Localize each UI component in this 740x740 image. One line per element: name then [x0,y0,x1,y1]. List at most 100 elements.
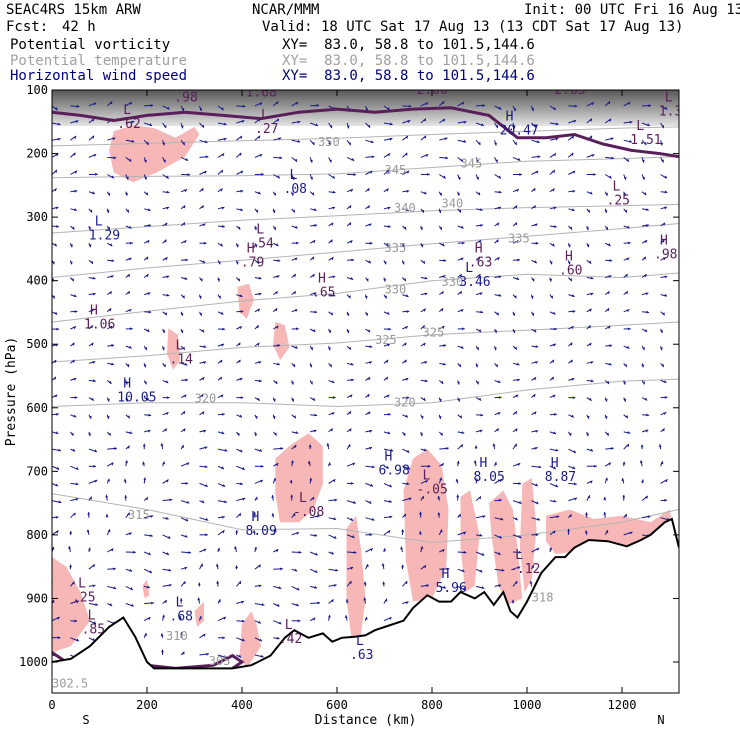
wind-vector-head [166,293,170,297]
wind-vector-head [240,396,244,399]
wind-vector-head [126,364,130,367]
wind-vector-head [498,106,502,110]
wind-vector-head [517,258,520,262]
pv-shaded-region [460,490,480,593]
wind-vector-head [370,483,373,487]
wind-vector-head [553,431,557,434]
wind-vector-head [311,192,315,196]
y-axis-title: Pressure (hPa) [4,337,19,447]
wind-vector-head [221,516,225,519]
wind-vector-head [588,343,592,346]
wind-vector-head [332,293,336,297]
wind-vector-head [641,159,645,163]
wind-vector-head [389,122,393,126]
wind-vector-head [221,224,225,228]
wind-vector-head [537,155,541,159]
wind-vector-head [460,225,464,229]
wind-vector-head [204,465,208,468]
wind-vector-head [164,600,167,604]
wind-vector-head [683,379,686,382]
wind-vector [678,414,679,415]
wind-vector-head [91,191,95,194]
wind-vector-head [461,569,465,572]
wind-vector-head [551,188,555,192]
wind-vector-head [643,192,647,196]
wind-vector-head [367,411,371,415]
wind-vector-head [387,431,391,434]
wind-vector-head [621,478,625,481]
x-end-label-north: N [657,713,664,727]
extremum-value: 8.05 [474,470,505,485]
wind-vector-head [353,173,357,176]
wind-vector-head [661,125,665,129]
wind-vector-head [533,260,537,263]
wind-vector-head [276,275,280,279]
wind-vector-head [605,530,609,534]
wind-vector-head [349,394,353,398]
wind-vector-head [315,123,318,126]
wind-vector-head [312,329,316,332]
wind-vector-head [328,142,332,146]
theta-label: 305 [209,654,231,668]
wind-vector-head [328,614,331,618]
wind-vector-head [383,548,386,552]
wind-vector-head [427,464,431,468]
wind-vector-head [664,190,668,194]
wind-vector-head [109,603,113,606]
wind-vector-head [331,380,335,383]
wind-vector-head [237,342,241,346]
extremum-letter: L [515,548,523,563]
wind-vector-head [664,106,668,110]
wind-vector-head [641,479,644,483]
wind-vector-head [310,176,313,180]
wind-vector-head [494,142,498,146]
theta-isentrope-335 [52,223,679,278]
wind-vector-head [606,432,609,436]
wind-vector-head [202,223,206,227]
wind-vector-head [201,329,205,333]
wind-vector-head [296,532,299,535]
wind-vector-head [495,239,499,243]
wind-vector-head [589,191,593,195]
extremum-value: .85 [82,622,105,637]
wind-vector-head [386,344,390,347]
wind-vector-head [462,587,466,591]
extremum-letter: H [506,110,514,125]
wind-vector-head [658,444,662,447]
wind-vector-head [240,601,244,604]
wind-vector-head [347,444,351,448]
wind-vector-head [95,603,98,606]
wind-vector-head [57,636,61,640]
wind-vector-head [53,376,56,380]
wind-vector-head [494,330,498,333]
extremum-value: .79 [241,256,264,271]
wind-vector-head [254,227,258,231]
wind-vector-head [587,325,591,329]
wind-vector-head [567,244,571,248]
wind-vector-head [640,444,644,448]
wind-vector-head [237,278,240,282]
center-label: NCAR/MMM [252,2,320,18]
wind-vector-head [683,158,686,161]
wind-vector-head [682,518,685,521]
wind-vector-head [587,209,590,213]
wind-vector-head [166,190,170,194]
wind-vector-head [445,156,449,160]
wind-vector-head [330,428,333,432]
wind-vector-head [388,413,391,416]
wind-vector-head [589,135,593,139]
wind-vector [678,500,679,502]
wind-vector-head [111,259,115,262]
wind-vector-head [276,175,280,179]
wind-vector-head [425,102,428,106]
wind-vector-head [163,125,167,128]
wind-vector-head [405,414,408,418]
wind-vector-head [238,152,242,156]
wind-vector-head [606,308,610,312]
extremum-value: .25 [72,591,95,606]
wind-vector-head [74,619,78,623]
wind-vector-head [56,466,60,470]
wind-vector-head [129,568,133,572]
wind-vector-head [237,226,241,230]
extremum-value: -.12 [509,562,540,577]
